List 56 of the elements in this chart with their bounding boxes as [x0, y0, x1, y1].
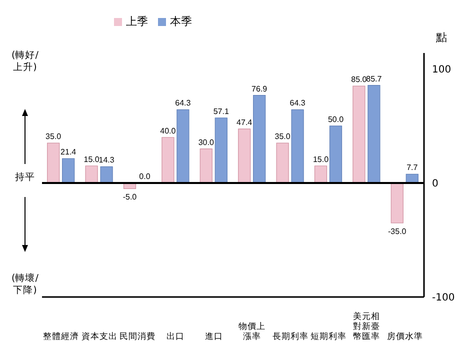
bar: [314, 166, 328, 184]
x-tick-label: 資本支出: [81, 331, 118, 342]
x-tick-label: 進口: [204, 331, 223, 342]
bar: [47, 142, 60, 184]
data-label: -5.0: [122, 192, 138, 202]
bar: [329, 126, 342, 184]
bar: [85, 166, 98, 184]
y-tick-label: 0: [432, 178, 438, 190]
y-tick-label: 100: [432, 64, 452, 76]
y-tick-label: -100: [432, 292, 455, 304]
bar: [214, 118, 228, 184]
data-label: 15.0: [312, 154, 330, 164]
bar: [253, 95, 266, 184]
legend-label: 上季: [126, 15, 148, 28]
bar: [200, 148, 212, 184]
data-label: 35.0: [46, 132, 62, 142]
data-label: 21.4: [60, 148, 77, 157]
bar: [176, 109, 190, 184]
data-label: 0.0: [139, 172, 151, 181]
bar: [368, 84, 380, 184]
data-label: 64.3: [175, 98, 192, 108]
data-label: 7.7: [406, 163, 418, 172]
data-label: 40.0: [160, 126, 176, 136]
data-label: -35.0: [388, 226, 407, 236]
x-tick-label: 出口: [166, 331, 185, 342]
data-label: 57.1: [213, 106, 230, 116]
legend-label: 本季: [170, 15, 192, 28]
data-label: 30.0: [198, 138, 214, 147]
data-label: 15.0: [84, 154, 100, 164]
data-label: 35.0: [274, 132, 291, 142]
text: 持平: [14, 172, 36, 184]
x-tick-label: 物價上漲率: [238, 321, 266, 342]
bar: [100, 166, 113, 184]
x-tick-label: 房價水準: [386, 331, 423, 342]
data-label: 47.4: [236, 118, 253, 127]
data-label: 14.3: [98, 156, 115, 165]
bar: [276, 142, 289, 184]
data-label: 76.9: [252, 84, 268, 94]
bar: [390, 182, 404, 224]
x-tick-label: 長期利率: [272, 331, 308, 342]
bar: [291, 109, 304, 184]
bar: [162, 137, 174, 184]
text: (轉好/上升): [10, 50, 40, 74]
data-label: 64.3: [290, 98, 306, 108]
data-label: 85.7: [366, 74, 382, 84]
x-tick-label: 民間消費: [120, 331, 156, 342]
x-tick-label: 短期利率: [310, 331, 346, 342]
x-tick-label: 整體經濟: [43, 331, 80, 342]
x-tick-label: 美元相對新臺幣匯率: [353, 311, 380, 342]
data-label: 85.0: [351, 75, 368, 84]
data-label: 50.0: [328, 114, 344, 124]
y-axis-title: 點: [436, 30, 447, 45]
bar: [238, 128, 251, 184]
bar: [352, 86, 366, 184]
text: (轉壞/下降): [10, 273, 40, 297]
bar: [62, 158, 75, 184]
